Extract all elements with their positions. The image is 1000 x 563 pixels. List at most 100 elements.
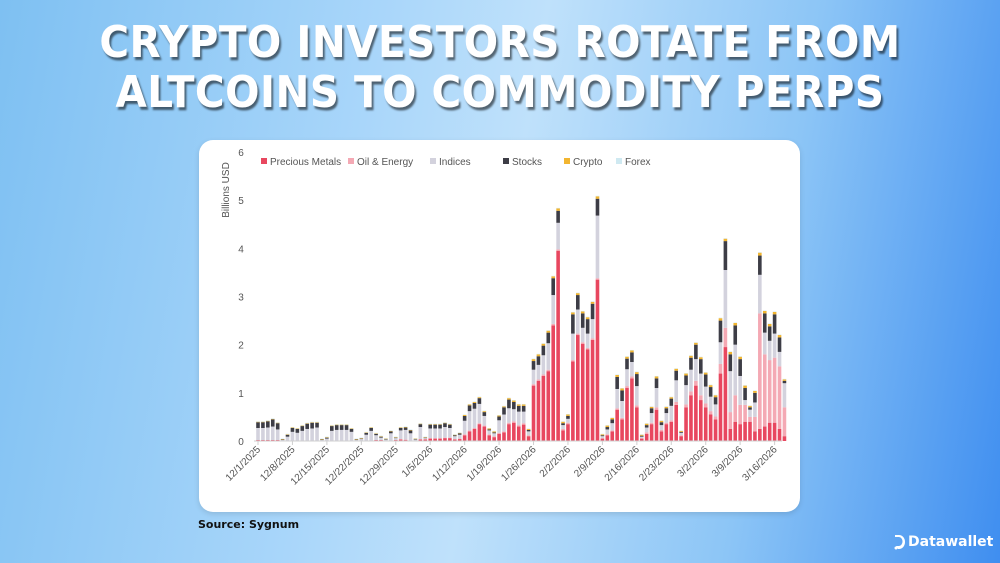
- bar-segment: [438, 428, 442, 439]
- bar-segment: [477, 403, 482, 424]
- bar-segment: [398, 427, 403, 431]
- bar-segment: [551, 323, 555, 326]
- bar-segment: [669, 421, 674, 441]
- bar-segment: [782, 383, 787, 408]
- bar-stack: [516, 403, 521, 441]
- bar-segment: [728, 354, 733, 372]
- bar-segment: [610, 430, 615, 432]
- bar-segment: [551, 278, 555, 296]
- bar-segment: [580, 327, 585, 343]
- bar-segment: [699, 357, 703, 360]
- bar-segment: [723, 238, 728, 242]
- bar-segment: [512, 400, 516, 402]
- bar-segment: [556, 208, 560, 211]
- bar-segment: [699, 395, 703, 401]
- bar-segment: [546, 371, 551, 441]
- bar-stack: [374, 432, 378, 441]
- bar-segment: [521, 404, 526, 406]
- bar-segment: [679, 431, 683, 433]
- bar-segment: [541, 355, 546, 375]
- bar-segment: [659, 429, 664, 432]
- bar-stack: [620, 388, 624, 441]
- bar-segment: [492, 433, 496, 437]
- bar-segment: [443, 438, 447, 441]
- bar-segment: [512, 422, 516, 441]
- bar-stack: [443, 422, 447, 441]
- bar-segment: [295, 432, 300, 441]
- bar-segment: [664, 406, 669, 409]
- bar-segment: [398, 430, 403, 440]
- bar-segment: [767, 340, 772, 361]
- bar-segment: [615, 375, 619, 377]
- bar-segment: [748, 416, 752, 422]
- bar-segment: [738, 375, 742, 405]
- bar-segment: [526, 431, 531, 436]
- bar-stack: [310, 421, 314, 441]
- bar-stack: [438, 423, 442, 441]
- bar-segment: [556, 210, 560, 223]
- bar-segment: [516, 411, 521, 426]
- bar-stack: [334, 424, 339, 441]
- bar-segment: [428, 424, 432, 429]
- bar-segment: [339, 425, 344, 430]
- bar-segment: [689, 395, 693, 441]
- bar-segment: [556, 222, 560, 250]
- bar-stack: [743, 385, 747, 441]
- bar-stack: [748, 405, 752, 441]
- bar-segment: [482, 425, 487, 427]
- bar-segment: [679, 432, 683, 436]
- bar-stack: [408, 429, 413, 441]
- bar-stack: [330, 425, 334, 441]
- bar-segment: [635, 374, 639, 387]
- bar-segment: [334, 429, 339, 441]
- bar-segment: [753, 416, 757, 432]
- bar-segment: [364, 434, 369, 441]
- bar-series: [256, 195, 787, 441]
- bar-stack: [531, 358, 536, 441]
- bar-segment: [418, 424, 423, 428]
- bar-segment: [630, 350, 634, 353]
- bar-stack: [433, 423, 437, 441]
- bar-segment: [777, 337, 782, 352]
- bar-segment: [699, 373, 703, 396]
- bar-stack: [728, 351, 733, 441]
- bar-segment: [605, 434, 610, 436]
- legend-swatch: [564, 158, 570, 164]
- bar-segment: [305, 428, 309, 441]
- bar-segment: [610, 417, 615, 420]
- bar-segment: [305, 423, 309, 429]
- bar-segment: [457, 439, 462, 441]
- bar-segment: [748, 407, 752, 410]
- legend-label: Oil & Energy: [357, 157, 413, 168]
- bar-segment: [261, 422, 265, 428]
- bar-segment: [595, 198, 600, 216]
- bar-stack: [600, 433, 605, 441]
- bar-stack: [512, 400, 516, 441]
- bar-segment: [699, 400, 703, 441]
- bar-segment: [659, 425, 664, 430]
- bar-segment: [782, 380, 787, 384]
- bar-stack: [541, 343, 546, 441]
- bar-segment: [733, 395, 738, 422]
- bar-segment: [679, 436, 683, 441]
- bar-segment: [590, 339, 595, 441]
- bar-segment: [576, 293, 580, 296]
- bar-segment: [487, 430, 492, 435]
- bar-segment: [664, 422, 669, 425]
- bar-segment: [610, 431, 615, 441]
- bar-segment: [408, 433, 413, 441]
- bar-segment: [694, 344, 698, 360]
- x-tick-label: 3/9/2026: [710, 444, 746, 480]
- bar-segment: [723, 347, 728, 441]
- bar-segment: [516, 426, 521, 441]
- x-tick-label: 12/1/2025: [224, 444, 264, 484]
- bar-segment: [630, 352, 634, 363]
- y-tick-label: 2: [238, 341, 244, 352]
- bar-segment: [590, 301, 595, 304]
- chart-legend: Precious Metals Oil & Energy Indices Stocks…: [261, 157, 651, 168]
- bar-segment: [285, 436, 290, 441]
- bar-stack: [576, 292, 580, 441]
- bar-segment: [571, 333, 575, 361]
- bar-stack: [635, 371, 639, 441]
- bar-segment: [428, 438, 432, 441]
